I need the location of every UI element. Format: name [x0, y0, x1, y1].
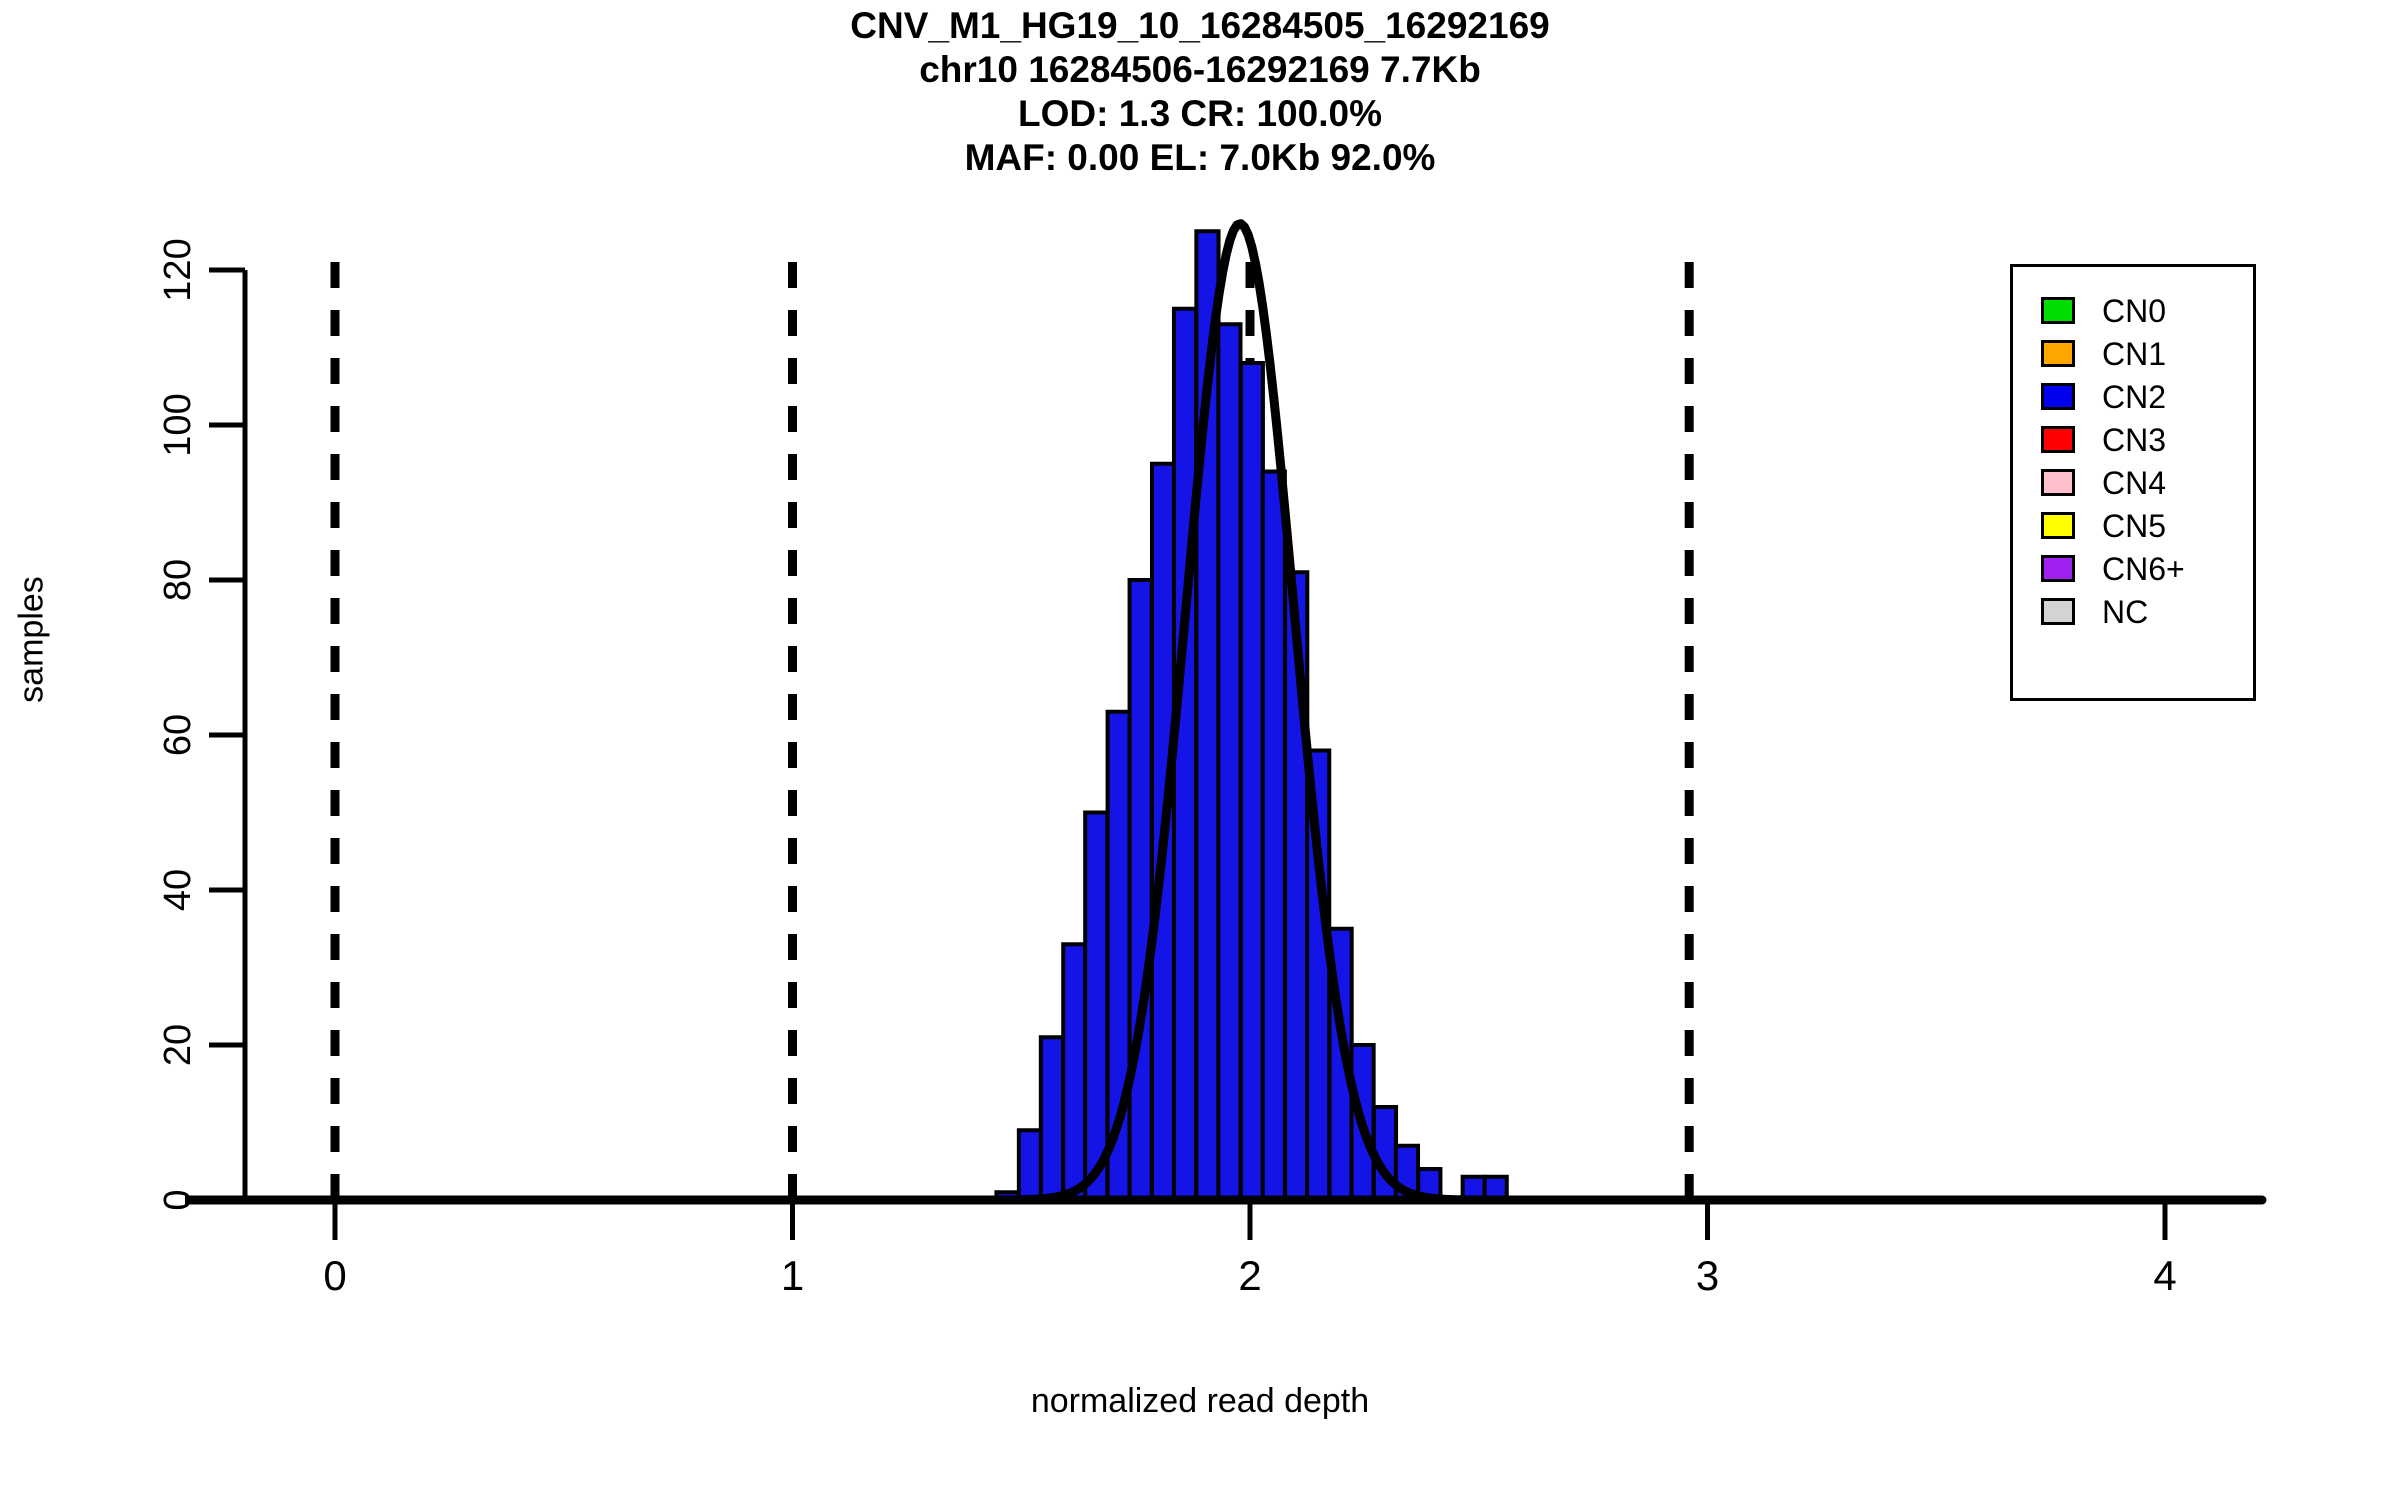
legend-item-cn0[interactable]: CN0	[2013, 289, 2253, 332]
legend-swatch-icon	[2041, 555, 2075, 582]
legend-item-nc[interactable]: NC	[2013, 590, 2253, 633]
histogram-bar	[1238, 361, 1265, 1202]
legend: CN0 CN1 CN2 CN3 CN4 CN5 CN6+ NC	[2010, 264, 2256, 701]
title-line-1: CNV_M1_HG19_10_16284505_16292169	[850, 5, 1550, 46]
title-line-2: chr10 16284506-16292169 7.7Kb	[919, 49, 1481, 90]
x-tick-label: 0	[323, 1252, 346, 1299]
legend-item-cn6plus[interactable]: CN6+	[2013, 547, 2253, 590]
y-tick-label: 60	[157, 714, 199, 756]
y-tick-label: 80	[157, 559, 199, 601]
legend-swatch-icon	[2041, 297, 2075, 324]
x-axis-label: normalized read depth	[1030, 1382, 1370, 1420]
legend-label: CN5	[2102, 507, 2167, 544]
histogram-bar	[1061, 942, 1088, 1202]
legend-item-cn3[interactable]: CN3	[2013, 418, 2253, 461]
legend-label: CN3	[2102, 421, 2167, 458]
threshold-lines-group	[330, 262, 1694, 1206]
legend-swatch-icon	[2041, 426, 2075, 453]
x-tick-label: 2	[1238, 1252, 1261, 1299]
y-tick-label: 100	[157, 393, 199, 456]
y-tick-label: 120	[157, 238, 199, 301]
legend-swatch-icon	[2041, 340, 2075, 367]
legend-item-cn4[interactable]: CN4	[2013, 461, 2253, 504]
legend-swatch-icon	[2041, 469, 2075, 496]
y-tick-label: 20	[157, 1024, 199, 1066]
chart-title: CNV_M1_HG19_10_16284505_16292169 chr10 1…	[0, 4, 2400, 180]
legend-label: CN6+	[2102, 550, 2185, 587]
x-tick-label: 1	[781, 1252, 804, 1299]
legend-label: CN4	[2102, 464, 2167, 501]
title-line-3: LOD: 1.3 CR: 100.0%	[1018, 93, 1382, 134]
legend-item-cn1[interactable]: CN1	[2013, 332, 2253, 375]
y-tick-label: 40	[157, 869, 199, 911]
x-tick-label: 4	[2153, 1252, 2176, 1299]
histogram-bar	[1171, 306, 1199, 1202]
histogram-bar	[1016, 1128, 1044, 1202]
legend-label: NC	[2102, 593, 2149, 630]
legend-item-cn5[interactable]: CN5	[2013, 504, 2253, 547]
x-tick-label: 3	[1696, 1252, 1719, 1299]
legend-swatch-icon	[2041, 383, 2075, 410]
histogram-bar	[1038, 1035, 1065, 1202]
legend-label: CN0	[2102, 292, 2167, 329]
y-tick-labels-group: 0 20 40 60 80 100 120	[157, 238, 199, 1210]
histogram-bars-group	[994, 229, 1509, 1202]
x-tick-labels-group: 0 1 2 3 4	[323, 1252, 2176, 1299]
y-tick-label: 0	[157, 1189, 199, 1210]
histogram-bar	[1216, 322, 1243, 1202]
histogram-bar	[1083, 810, 1110, 1202]
histogram-bar	[1260, 469, 1287, 1202]
legend-label: CN2	[2102, 378, 2167, 415]
legend-label: CN1	[2102, 335, 2167, 372]
legend-swatch-icon	[2041, 598, 2075, 625]
title-line-4: MAF: 0.00 EL: 7.0Kb 92.0%	[964, 137, 1436, 178]
legend-swatch-icon	[2041, 512, 2075, 539]
axes-group	[185, 267, 2175, 1240]
histogram-bar	[1127, 578, 1154, 1202]
legend-item-cn2[interactable]: CN2	[2013, 375, 2253, 418]
